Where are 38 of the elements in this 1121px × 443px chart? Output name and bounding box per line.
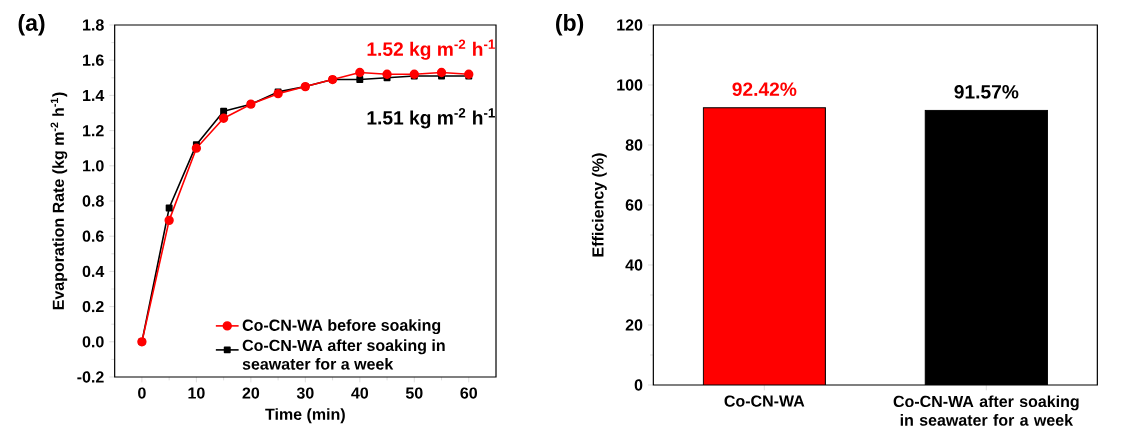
y-tick-label: 1.0 [83, 160, 104, 172]
chart-title: (b) [556, 14, 584, 36]
y-tick-label: 120 [617, 19, 643, 31]
y-tick-label: 20 [625, 319, 643, 331]
annotation: 1.52 kg m$^{-2}$ h$^{-1}$ [367, 39, 495, 60]
x-tick-label: 10 [188, 387, 205, 399]
y-tick-label: 1.2 [83, 125, 104, 137]
y-tick-label: 0.0 [82, 336, 104, 348]
legend-label: Co-CN-WA after soaking in seawater for a week [242, 339, 445, 370]
y-tick-label: 1.8 [83, 19, 104, 31]
x-tick-label: 0 [138, 387, 146, 399]
x-tick-label: Co-CN-WA after soaking in seawater for a week [893, 395, 1079, 426]
y-tick-label: 100 [617, 79, 643, 91]
y-tick-label: 1.4 [83, 89, 105, 101]
x-tick-label: Co-CN-WA [724, 395, 805, 407]
y-tick-label: 60 [625, 199, 643, 211]
x-tick-label: 50 [405, 387, 423, 399]
y-tick-label: 0.4 [82, 265, 105, 278]
y-tick-label: 0.6 [82, 230, 104, 242]
y-tick-label: 0.8 [82, 195, 104, 207]
x-axis-title: Time (min) [265, 408, 345, 424]
chart-title: (a) [18, 14, 45, 36]
x-tick-label: 20 [242, 387, 260, 399]
y-tick-label: -0.2 [77, 371, 104, 383]
y-tick-label: 1.6 [83, 54, 104, 66]
y-tick-label: 0 [634, 379, 643, 391]
y-tick-label: 40 [625, 259, 643, 271]
y-axis-title: Evaporation Rate (kg m$^{-2}$ h$^{-1}$) [50, 92, 68, 310]
y-axis-title: Efficiency (%) [591, 153, 607, 257]
y-tick-label: 80 [625, 139, 643, 151]
data-label: 91.57% [954, 84, 1019, 99]
x-tick-label: 60 [460, 387, 477, 399]
x-tick-label: 30 [296, 387, 314, 399]
y-tick-label: 0.2 [82, 300, 104, 313]
data-label: 92.42% [732, 82, 797, 97]
legend-label: Co-CN-WA before soaking [242, 319, 441, 335]
x-tick-label: 40 [351, 387, 369, 399]
annotation: 1.51 kg m$^{-2}$ h$^{-1}$ [367, 108, 495, 129]
